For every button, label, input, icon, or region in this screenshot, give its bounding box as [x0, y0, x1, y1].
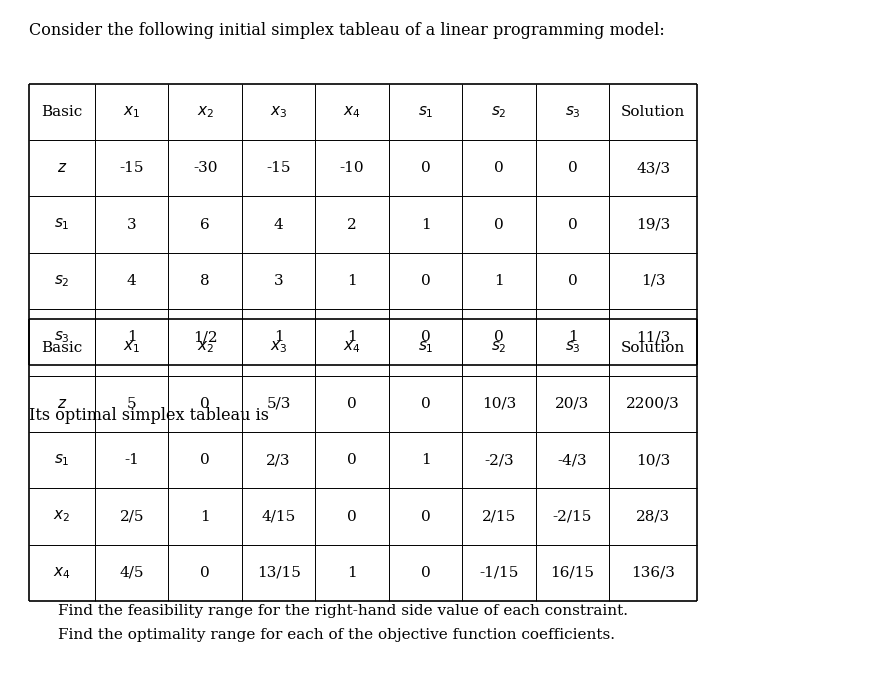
- Text: 1/2: 1/2: [193, 330, 218, 344]
- Text: 0: 0: [421, 330, 430, 344]
- Text: Its optimal simplex tableau is: Its optimal simplex tableau is: [29, 407, 269, 424]
- Text: 1: 1: [348, 274, 357, 288]
- Text: 13/15: 13/15: [257, 566, 300, 580]
- Text: Solution: Solution: [621, 105, 685, 119]
- Text: $\mathit{s}_2$: $\mathit{s}_2$: [491, 340, 507, 355]
- Text: 0: 0: [568, 218, 577, 232]
- Text: 43/3: 43/3: [636, 161, 670, 175]
- Text: Consider the following initial simplex tableau of a linear programming model:: Consider the following initial simplex t…: [29, 23, 665, 39]
- Text: $\mathit{x}_4$: $\mathit{x}_4$: [343, 104, 361, 120]
- Text: 0: 0: [495, 218, 504, 232]
- Text: Find the feasibility range for the right-hand side value of each constraint.: Find the feasibility range for the right…: [58, 605, 628, 618]
- Text: -15: -15: [119, 161, 144, 175]
- Text: 1: 1: [274, 330, 283, 344]
- Text: -15: -15: [266, 161, 291, 175]
- Text: $\mathit{x}_3$: $\mathit{x}_3$: [270, 104, 288, 120]
- Text: $\mathit{x}_4$: $\mathit{x}_4$: [53, 565, 71, 581]
- Text: 3: 3: [127, 218, 136, 232]
- Text: 0: 0: [421, 274, 430, 288]
- Text: 16/15: 16/15: [550, 566, 595, 580]
- Text: $\mathit{x}_2$: $\mathit{x}_2$: [196, 104, 214, 120]
- Text: 0: 0: [201, 566, 210, 580]
- Text: 1: 1: [127, 330, 136, 344]
- Text: 1: 1: [568, 330, 577, 344]
- Text: -2/3: -2/3: [484, 453, 514, 467]
- Text: 5: 5: [127, 397, 136, 411]
- Text: 2: 2: [348, 218, 357, 232]
- Text: 4: 4: [274, 218, 283, 232]
- Text: Find the optimality range for each of the objective function coefficients.: Find the optimality range for each of th…: [58, 629, 616, 642]
- Text: $\mathit{z}$: $\mathit{z}$: [56, 161, 67, 175]
- Text: -10: -10: [340, 161, 365, 175]
- Text: 10/3: 10/3: [482, 397, 516, 411]
- Text: 2/15: 2/15: [482, 510, 516, 523]
- Text: -4/3: -4/3: [557, 453, 588, 467]
- Text: 1: 1: [348, 330, 357, 344]
- Text: 0: 0: [421, 397, 430, 411]
- Text: $\mathit{x}_3$: $\mathit{x}_3$: [270, 340, 288, 355]
- Text: 1: 1: [495, 274, 504, 288]
- Text: Solution: Solution: [621, 341, 685, 354]
- Text: $\mathit{s}_2$: $\mathit{s}_2$: [491, 104, 507, 120]
- Text: $\mathit{z}$: $\mathit{z}$: [56, 397, 67, 411]
- Text: 1: 1: [421, 453, 430, 467]
- Text: $\mathit{s}_3$: $\mathit{s}_3$: [564, 104, 581, 120]
- Text: 0: 0: [201, 453, 210, 467]
- Text: 0: 0: [348, 453, 357, 467]
- Text: 1: 1: [421, 218, 430, 232]
- Text: 0: 0: [201, 397, 210, 411]
- Text: 0: 0: [421, 510, 430, 523]
- Text: -1: -1: [125, 453, 139, 467]
- Text: 2200/3: 2200/3: [626, 397, 680, 411]
- Text: 1/3: 1/3: [641, 274, 666, 288]
- Text: $\mathit{s}_1$: $\mathit{s}_1$: [418, 340, 434, 355]
- Text: 0: 0: [495, 161, 504, 175]
- Text: 3: 3: [274, 274, 283, 288]
- Text: 0: 0: [348, 397, 357, 411]
- Text: 2/3: 2/3: [266, 453, 291, 467]
- Text: 2/5: 2/5: [119, 510, 144, 523]
- Text: 0: 0: [568, 161, 577, 175]
- Text: 5/3: 5/3: [266, 397, 291, 411]
- Text: 0: 0: [495, 330, 504, 344]
- Text: 28/3: 28/3: [636, 510, 670, 523]
- Text: 1: 1: [348, 566, 357, 580]
- Text: 11/3: 11/3: [636, 330, 670, 344]
- Text: $\mathit{x}_4$: $\mathit{x}_4$: [343, 340, 361, 355]
- Text: $\mathit{x}_1$: $\mathit{x}_1$: [123, 104, 141, 120]
- Text: 8: 8: [201, 274, 210, 288]
- Text: 10/3: 10/3: [636, 453, 670, 467]
- Text: 0: 0: [421, 161, 430, 175]
- Text: $\mathit{s}_1$: $\mathit{s}_1$: [54, 453, 70, 468]
- Text: 0: 0: [568, 274, 577, 288]
- Text: $\mathit{x}_1$: $\mathit{x}_1$: [123, 340, 141, 355]
- Text: $\mathit{x}_2$: $\mathit{x}_2$: [196, 340, 214, 355]
- Text: $\mathit{s}_1$: $\mathit{s}_1$: [418, 104, 434, 120]
- Text: 136/3: 136/3: [632, 566, 675, 580]
- Text: -1/15: -1/15: [479, 566, 519, 580]
- Text: $\mathit{s}_3$: $\mathit{s}_3$: [54, 330, 70, 345]
- Text: Basic: Basic: [41, 105, 82, 119]
- Text: 4/15: 4/15: [262, 510, 296, 523]
- Bar: [29, 319, 697, 601]
- Text: 4: 4: [127, 274, 136, 288]
- Bar: [29, 84, 697, 365]
- Text: $\mathit{s}_1$: $\mathit{s}_1$: [54, 217, 70, 232]
- Text: 6: 6: [201, 218, 210, 232]
- Text: 1: 1: [201, 510, 210, 523]
- Text: 4/5: 4/5: [119, 566, 144, 580]
- Text: 20/3: 20/3: [556, 397, 590, 411]
- Text: 0: 0: [421, 566, 430, 580]
- Text: $\mathit{s}_2$: $\mathit{s}_2$: [54, 273, 70, 289]
- Text: 0: 0: [348, 510, 357, 523]
- Text: $\mathit{x}_2$: $\mathit{x}_2$: [53, 509, 71, 524]
- Text: $\mathit{s}_3$: $\mathit{s}_3$: [564, 340, 581, 355]
- Text: -2/15: -2/15: [553, 510, 592, 523]
- Text: -30: -30: [193, 161, 218, 175]
- Text: 19/3: 19/3: [636, 218, 670, 232]
- Text: Basic: Basic: [41, 341, 82, 354]
